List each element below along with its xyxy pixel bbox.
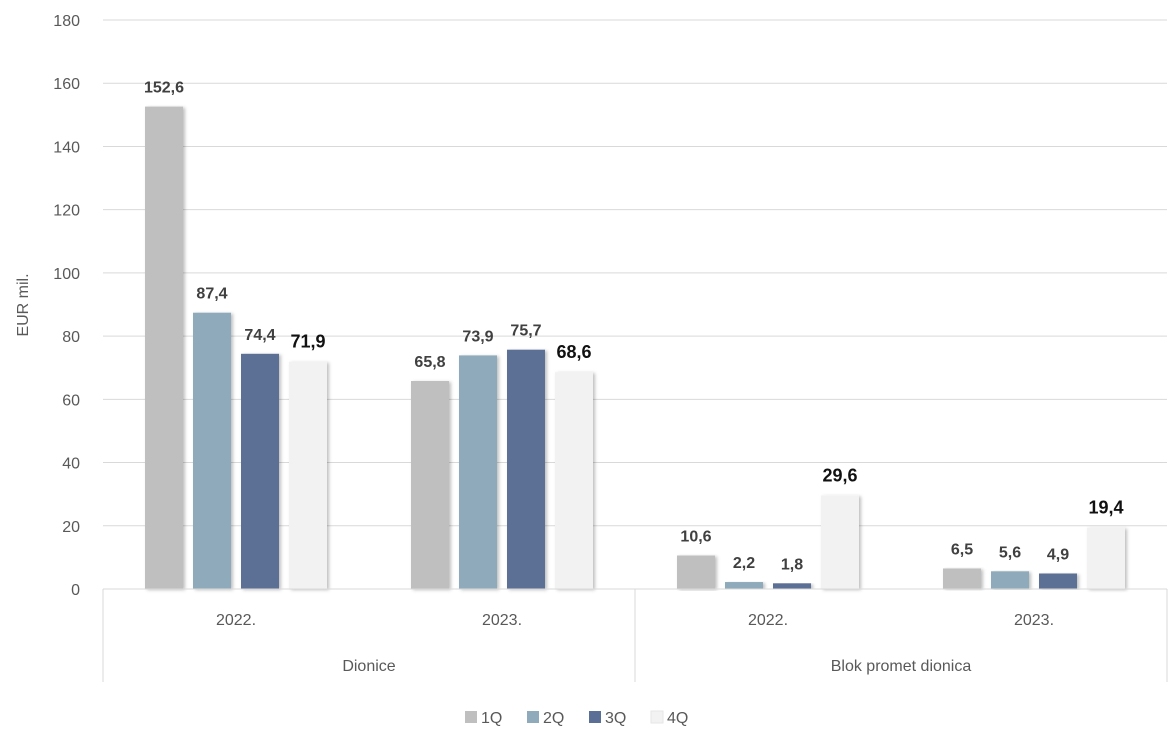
bar-3Q-3 bbox=[1039, 573, 1077, 589]
data-label: 75,7 bbox=[510, 323, 541, 340]
y-tick-label: 60 bbox=[62, 392, 80, 409]
legend-label-1Q: 1Q bbox=[481, 710, 502, 727]
x-tick-label: 2022. bbox=[748, 612, 788, 629]
data-labels: 152,6 87,4 74,4 71,9 65,8 73,9 75,7 68,6 10,6 2,2… bbox=[144, 80, 1124, 574]
data-label: 71,9 bbox=[290, 332, 325, 352]
legend-label-3Q: 3Q bbox=[605, 710, 626, 727]
data-label: 29,6 bbox=[822, 465, 857, 485]
bar-1Q-2 bbox=[677, 555, 715, 589]
bar-1Q-1 bbox=[411, 380, 449, 589]
legend-label-2Q: 2Q bbox=[543, 710, 564, 727]
bar-2Q-3 bbox=[991, 571, 1029, 589]
legend-swatch-4Q bbox=[650, 710, 664, 724]
bar-2Q-1 bbox=[459, 355, 497, 589]
x-group-label: Blok promet dionica bbox=[831, 658, 972, 675]
x-axis: 2022. 2023. 2022. 2023. Dionice Blok promet d… bbox=[102, 588, 1168, 682]
x-tick-label: 2023. bbox=[1014, 612, 1054, 629]
legend-label-4Q: 4Q bbox=[667, 710, 688, 727]
y-tick-label: 180 bbox=[53, 13, 80, 30]
y-tick-label: 40 bbox=[62, 456, 80, 473]
y-axis-label: EUR mil. bbox=[15, 273, 32, 336]
bar-3Q-2 bbox=[773, 583, 811, 589]
data-label: 2,2 bbox=[733, 555, 755, 572]
y-tick-label: 140 bbox=[53, 139, 80, 156]
x-group-label: Dionice bbox=[342, 658, 395, 675]
legend-swatch-3Q bbox=[589, 711, 601, 723]
gridlines bbox=[103, 19, 1167, 527]
bar-4Q-2 bbox=[821, 495, 859, 589]
data-label: 73,9 bbox=[462, 328, 493, 345]
data-label: 87,4 bbox=[196, 286, 227, 303]
data-label: 6,5 bbox=[951, 541, 973, 558]
x-tick-label: 2022. bbox=[216, 612, 256, 629]
data-label: 5,6 bbox=[999, 544, 1021, 561]
y-tick-label: 120 bbox=[53, 203, 80, 220]
data-label: 4,9 bbox=[1047, 547, 1069, 564]
data-label: 19,4 bbox=[1088, 498, 1123, 518]
data-label: 152,6 bbox=[144, 80, 184, 97]
data-label: 74,4 bbox=[244, 327, 275, 344]
bar-4Q-1 bbox=[555, 372, 593, 589]
legend: 1Q 2Q 3Q 4Q bbox=[465, 710, 688, 727]
y-tick-label: 0 bbox=[71, 582, 80, 599]
y-tick-label: 20 bbox=[62, 519, 80, 536]
legend-swatch-2Q bbox=[527, 711, 539, 723]
bar-2Q-2 bbox=[725, 582, 763, 589]
bars bbox=[145, 106, 1125, 589]
data-label: 65,8 bbox=[414, 354, 445, 371]
data-label: 10,6 bbox=[680, 528, 711, 545]
x-tick-label: 2023. bbox=[482, 612, 522, 629]
data-label: 68,6 bbox=[556, 342, 591, 362]
bar-3Q-1 bbox=[507, 349, 545, 589]
y-tick-label: 160 bbox=[53, 76, 80, 93]
y-tick-label: 80 bbox=[62, 329, 80, 346]
y-axis: 0 20 40 60 80 100 120 140 160 180 bbox=[53, 13, 80, 599]
bar-2Q-0 bbox=[193, 312, 231, 589]
bar-4Q-0 bbox=[289, 361, 327, 589]
bar-1Q-3 bbox=[943, 568, 981, 589]
data-label: 1,8 bbox=[781, 556, 803, 573]
y-tick-label: 100 bbox=[53, 266, 80, 283]
bar-1Q-0 bbox=[145, 106, 183, 589]
bar-3Q-0 bbox=[241, 353, 279, 589]
legend-swatch-1Q bbox=[465, 711, 477, 723]
bar-4Q-3 bbox=[1087, 527, 1125, 589]
